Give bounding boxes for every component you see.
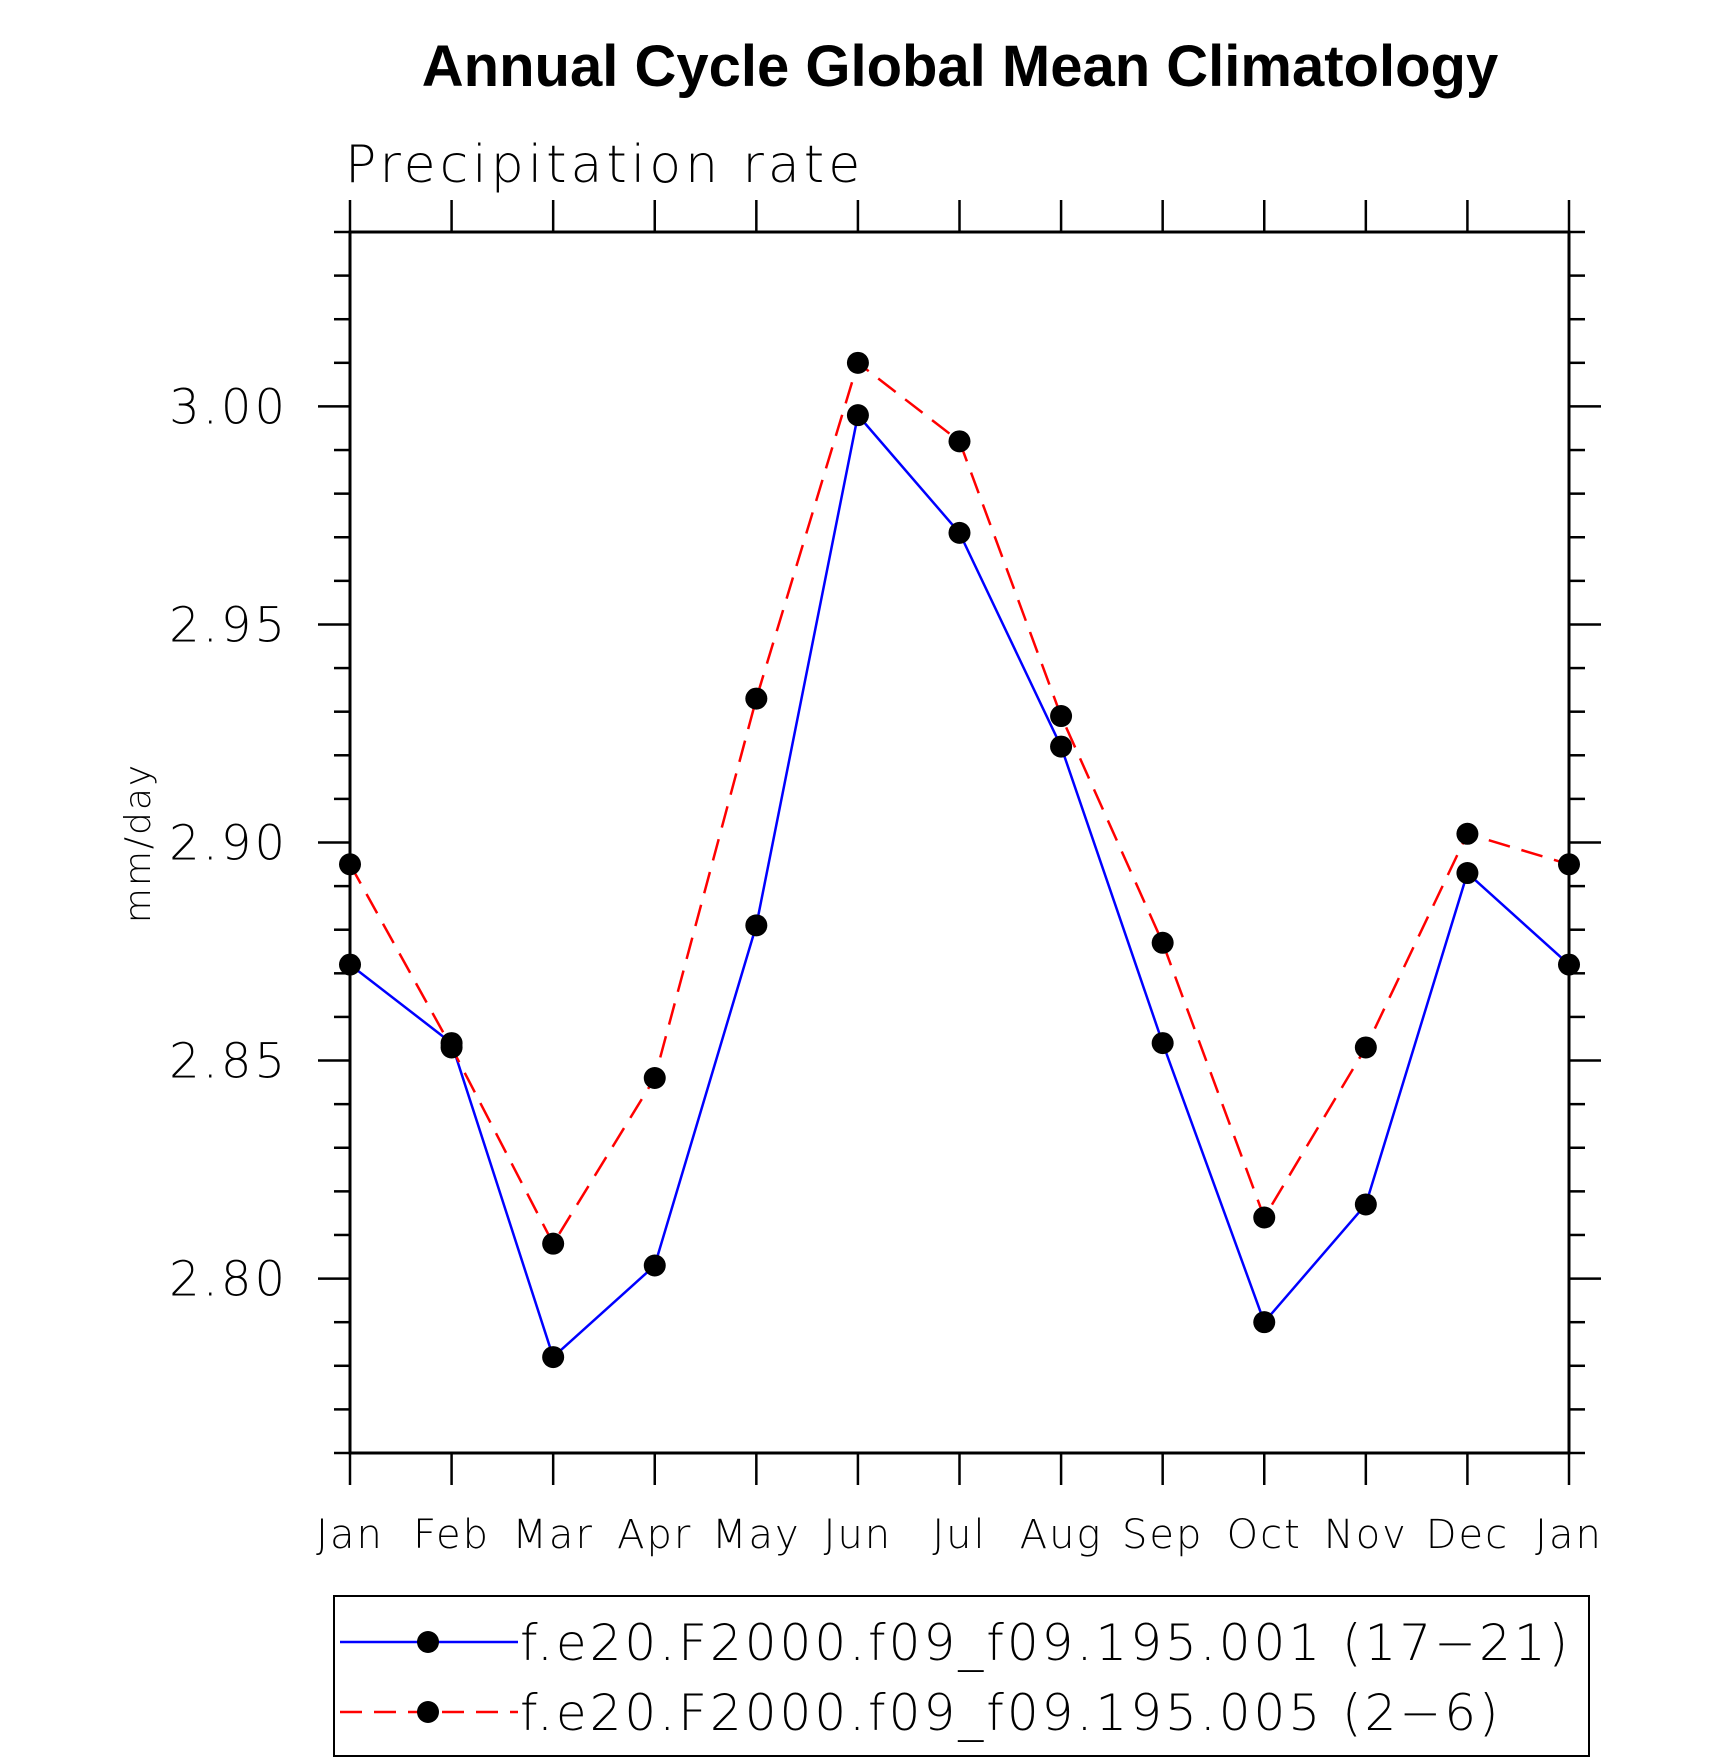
data-point-series-1 [1456,862,1479,885]
data-point-series-1 [1558,953,1580,976]
series-line-2 [348,360,1570,1247]
x-tick-label: Jan [1535,1512,1603,1558]
data-point-series-2 [542,1232,565,1255]
x-tick-label: Nov [1324,1512,1408,1558]
x-tick-label: Jun [824,1512,893,1558]
data-point-series-1 [1050,735,1073,758]
legend-label-series-2: f.e20.F2000.f09_f09.195.005 (2−6) [520,1684,1502,1742]
chart-subtitle: Precipitation rate [345,135,864,195]
data-point-series-1 [643,1254,666,1277]
x-tick-label: May [712,1512,801,1558]
legend-marker-series-2 [417,1701,439,1723]
y-tick-label: 2.85 [169,1034,288,1090]
y-tick-labels: 2.80 2.85 2.90 2.95 3.00 [169,379,288,1308]
x-tick-labels: Jan Feb Mar Apr May Jun Jul Aug Sep Oct Nov Dec Jan [316,1512,1603,1558]
x-tick-label: Sep [1122,1512,1203,1558]
data-point-series-1 [542,1346,565,1369]
data-point-series-2 [1558,853,1580,876]
series-line-1 [349,412,1570,1360]
x-tick-label: Dec [1426,1512,1509,1558]
x-tick-label: Mar [512,1512,593,1558]
data-point-series-2 [745,687,768,710]
legend-label-series-1: f.e20.F2000.f09_f09.195.001 (17−21) [520,1614,1571,1672]
y-tick-label: 2.90 [169,816,288,872]
data-point-series-1 [846,404,869,427]
data-point-series-2 [1050,705,1073,728]
data-point-series-1 [1253,1311,1276,1334]
y-tick-label: 2.80 [169,1252,288,1308]
data-point-series-2 [846,351,869,374]
data-point-series-1 [339,953,361,976]
x-tick-label: Apr [617,1512,692,1558]
y-tick-label: 2.95 [169,597,288,653]
data-point-series-1 [948,521,971,544]
data-point-series-2 [948,430,971,453]
x-tick-label: Aug [1020,1512,1103,1558]
legend-marker-series-1 [417,1631,439,1653]
y-tick-label: 3.00 [169,379,288,435]
data-point-series-1 [745,914,768,937]
plot-frame [348,230,1571,1455]
chart-title: Annual Cycle Global Mean Climatology [422,34,1498,99]
legend: f.e20.F2000.f09_f09.195.001 (17−21) f.e2… [333,1595,1590,1757]
x-tick-label: Jul [932,1512,986,1558]
legend-box [333,1595,1590,1757]
axis-ticks [318,200,1601,1485]
data-point-series-1 [1151,1032,1174,1055]
data-point-series-2 [1354,1036,1377,1059]
x-tick-label: Feb [413,1512,490,1558]
y-axis-label: mm/day [118,763,159,923]
data-point-series-1 [1354,1193,1377,1216]
x-tick-label: Jan [316,1512,384,1558]
data-point-series-2 [1151,931,1174,954]
x-tick-label: Oct [1227,1512,1302,1558]
series-layer [339,351,1580,1369]
data-point-series-2 [1253,1206,1276,1229]
data-point-series-2 [1456,822,1479,845]
data-point-series-2 [440,1036,463,1059]
data-point-series-2 [339,853,361,876]
data-point-series-2 [643,1066,666,1089]
